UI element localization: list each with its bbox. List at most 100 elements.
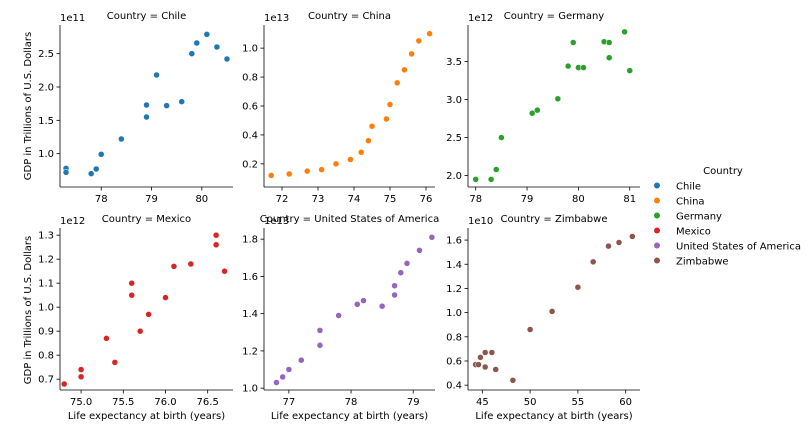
- x-tick-label-zimbabwe: 60: [619, 397, 632, 408]
- y-offset-label-china: 1e13: [264, 13, 289, 24]
- panel-title-chile: Country = Chile: [107, 11, 187, 22]
- y-tick-label-mexico: 0.7: [38, 375, 54, 386]
- data-point-zimbabwe: [477, 354, 484, 361]
- data-point-china: [408, 50, 415, 58]
- y-tick-label-united-states-of-america: 1.4: [242, 309, 258, 320]
- data-point-mexico: [128, 291, 135, 299]
- y-tick-label-zimbabwe: 0.6: [446, 356, 462, 367]
- data-point-china: [415, 37, 423, 45]
- data-point-germany: [626, 67, 633, 74]
- data-point-chile: [193, 39, 201, 47]
- data-point-germany: [472, 176, 479, 183]
- y-tick-label-chile: 1.5: [38, 116, 54, 127]
- data-point-united-states-of-america: [428, 234, 436, 241]
- x-tick-label-germany: 78: [469, 194, 482, 205]
- y-tick-label-zimbabwe: 0.4: [446, 381, 462, 392]
- data-point-china: [318, 166, 325, 173]
- legend-label-china: China: [676, 197, 705, 208]
- data-point-zimbabwe: [589, 258, 597, 266]
- data-point-china: [347, 156, 354, 163]
- y-tick-label-mexico: 1.0: [38, 303, 54, 314]
- x-axis-label-united-states-of-america: Life expectancy at birth (years): [271, 411, 428, 422]
- y-tick-label-chile: 2.5: [38, 49, 54, 60]
- data-point-united-states-of-america: [335, 312, 342, 319]
- y-tick-label-chile: 1.0: [38, 149, 54, 160]
- y-tick-label-united-states-of-america: 1.2: [242, 346, 258, 357]
- data-point-zimbabwe: [488, 349, 496, 356]
- x-tick-label-zimbabwe: 50: [524, 397, 537, 408]
- x-axis-label-mexico: Life expectancy at birth (years): [68, 411, 225, 422]
- data-point-mexico: [103, 335, 110, 342]
- panel-chile: Country = Chile 1e11 1.0 1.5 2.0 2.5 78 79 80: [38, 11, 233, 205]
- data-point-mexico: [212, 231, 220, 239]
- data-point-mexico: [145, 311, 152, 318]
- x-tick-label-germany: 81: [623, 194, 636, 205]
- data-point-china: [426, 30, 433, 37]
- data-point-china: [303, 167, 311, 175]
- legend-label-united-states-of-america: United States of America: [676, 242, 801, 253]
- data-point-chile: [62, 169, 70, 176]
- y-tick-label-china: 0.8: [242, 73, 258, 84]
- data-point-germany: [487, 176, 495, 183]
- y-tick-label-zimbabwe: 1.2: [446, 284, 462, 295]
- panel-zimbabwe: Country = Zimbabwe 1e10 0.4 0.6 0.8 1.0 1.2 1.4…: [446, 214, 640, 422]
- panel-germany: Country = Germany 1e12 2.0 2.5 3.0 3.5 78 79 80 8…: [446, 11, 640, 205]
- data-point-germany: [498, 134, 505, 141]
- data-point-germany: [605, 39, 613, 46]
- y-tick-label-china: 0.6: [242, 102, 258, 113]
- data-point-zimbabwe: [509, 377, 517, 384]
- data-point-chile: [143, 113, 150, 121]
- data-point-chile: [178, 98, 185, 105]
- data-point-china: [393, 79, 401, 87]
- x-tick-label-china: 72: [276, 194, 289, 205]
- legend: Country Chile China Germany Mexico United St…: [654, 166, 801, 268]
- data-point-china: [386, 101, 394, 108]
- data-point-united-states-of-america: [416, 247, 423, 254]
- data-point-zimbabwe: [526, 326, 534, 333]
- data-point-chile: [188, 50, 196, 57]
- y-offset-label-chile: 1e11: [60, 13, 85, 24]
- data-point-united-states-of-america: [316, 342, 324, 349]
- panel-title-zimbabwe: Country = Zimbabwe: [501, 214, 608, 225]
- panel-title-germany: Country = Germany: [504, 11, 605, 22]
- y-tick-label-zimbabwe: 1.4: [446, 260, 462, 271]
- data-point-zimbabwe: [548, 308, 556, 315]
- x-tick-label-chile: 79: [145, 194, 158, 205]
- panel-title-united-states-of-america: Country = United States of America: [260, 214, 439, 225]
- data-point-united-states-of-america: [279, 373, 286, 381]
- legend-marker-chile: [654, 182, 660, 189]
- data-point-united-states-of-america: [316, 327, 324, 334]
- y-tick-label-united-states-of-america: 1.0: [242, 384, 258, 395]
- data-point-chile: [92, 165, 100, 173]
- data-point-united-states-of-america: [273, 379, 280, 386]
- legend-title: Country: [703, 166, 743, 177]
- data-point-mexico: [60, 380, 68, 388]
- data-point-united-states-of-america: [285, 366, 293, 373]
- y-tick-label-mexico: 1.1: [38, 279, 54, 290]
- y-offset-label-mexico: 1e12: [60, 216, 85, 227]
- y-tick-label-mexico: 1.3: [38, 231, 54, 242]
- legend-label-mexico: Mexico: [676, 227, 711, 238]
- x-tick-label-china: 73: [312, 194, 325, 205]
- y-tick-label-united-states-of-america: 1.8: [242, 235, 258, 246]
- data-point-germany: [621, 28, 628, 36]
- data-point-united-states-of-america: [397, 269, 405, 276]
- legend-label-chile: Chile: [676, 182, 701, 193]
- x-tick-label-chile: 78: [95, 194, 108, 205]
- x-tick-label-zimbabwe: 55: [572, 397, 585, 408]
- data-point-mexico: [162, 294, 169, 301]
- x-tick-label-china: 76: [420, 194, 433, 205]
- data-point-zimbabwe: [605, 242, 612, 250]
- x-tick-label-china: 74: [348, 194, 361, 205]
- data-point-zimbabwe: [615, 239, 623, 246]
- x-tick-label-mexico: 76.0: [154, 397, 176, 408]
- x-tick-label-germany: 79: [521, 194, 534, 205]
- x-tick-label-mexico: 75.5: [112, 397, 134, 408]
- data-point-germany: [605, 54, 613, 61]
- data-point-united-states-of-america: [298, 356, 305, 364]
- panel-title-mexico: Country = Mexico: [102, 214, 191, 225]
- y-tick-label-mexico: 1.2: [38, 255, 54, 266]
- x-tick-label-united-states-of-america: 77: [283, 397, 296, 408]
